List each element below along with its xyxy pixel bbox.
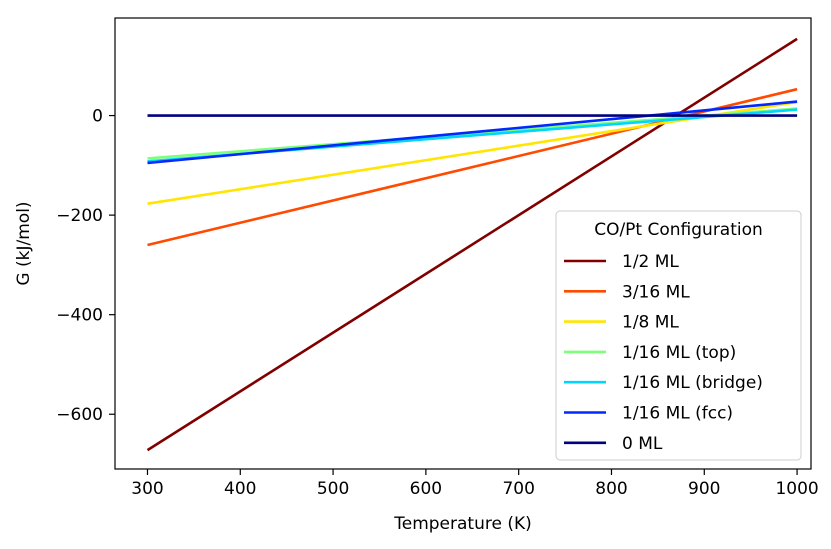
legend: CO/Pt Configuration 1/2 ML3/16 ML1/8 ML1… <box>555 210 802 461</box>
y-tick-label: 0 <box>92 107 103 127</box>
x-tick-label: 400 <box>224 479 256 499</box>
legend-label: 3/16 ML <box>622 282 690 302</box>
legend-label: 1/16 ML (bridge) <box>622 373 763 393</box>
plot-frame <box>114 17 812 470</box>
y-tick-label: −600 <box>56 405 103 425</box>
y-axis-ticks: −600 −400 −200 0 <box>56 107 115 425</box>
y-tick-label: −400 <box>56 306 103 326</box>
legend-label: 1/16 ML (fcc) <box>622 404 733 424</box>
x-tick-label: 500 <box>317 479 349 499</box>
x-tick-label: 900 <box>688 479 720 499</box>
x-axis-label: Temperature (K) <box>393 514 532 534</box>
legend-label: 1/8 ML <box>622 313 679 333</box>
y-tick-label: −200 <box>56 206 103 226</box>
y-axis-label: G (kJ/mol) <box>14 201 34 285</box>
legend-label: 1/16 ML (top) <box>622 343 736 363</box>
plot-lines <box>146 37 798 452</box>
legend-entries: 1/2 ML 3/16 ML 1/8 ML 1/16 ML (top) 1/16 ML … <box>564 252 763 454</box>
series-line-0 <box>146 37 798 452</box>
x-tick-label: 800 <box>595 479 627 499</box>
legend-title: CO/Pt Configuration <box>594 220 763 240</box>
x-tick-label: 700 <box>502 479 534 499</box>
x-tick-label: 300 <box>131 479 163 499</box>
x-axis-ticks: 300 400 500 600 700 800 900 1000 <box>131 469 819 499</box>
legend-box <box>555 210 802 461</box>
series-line-5 <box>147 100 798 165</box>
x-tick-label: 600 <box>410 479 442 499</box>
legend-label: 0 ML <box>622 434 663 454</box>
x-tick-label: 1000 <box>775 479 818 499</box>
legend-label: 1/2 ML <box>622 252 679 272</box>
